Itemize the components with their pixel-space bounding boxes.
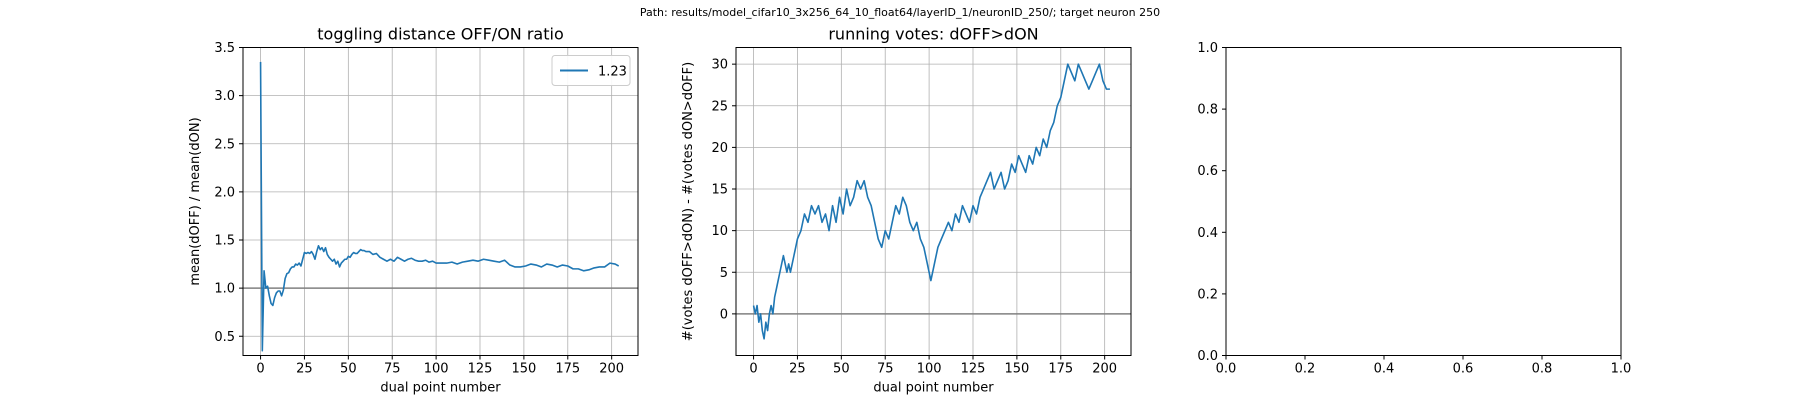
subplot-1: 0 25 50 75 100 125 150 175 200 0.5 1.0 1.5 2.0 2.5 3.0… (188, 25, 639, 396)
x-tick-label: 150 (511, 362, 536, 377)
x-tick-label: 100 (917, 362, 942, 377)
x-tick-label: 1.0 (1611, 362, 1632, 377)
subplot-3: 0.0 0.2 0.4 0.6 0.8 1.0 0.0 0.2 0.4 0.6 0.8 1.0 (1197, 41, 1631, 377)
y-tick-label: 1.0 (1197, 41, 1218, 56)
y-axis-label: #(votes dOFF>dON) - #(votes dON>dOFF) (681, 62, 696, 341)
x-tick-label: 200 (1092, 362, 1117, 377)
y-tick-label: 15 (711, 183, 728, 198)
series-line-1 (752, 63, 1110, 340)
legend-label: 1.23 (598, 65, 627, 80)
subplot-2: 0 25 50 75 100 125 150 175 200 0 5 10 15 20 25 30 runnin… (681, 25, 1132, 396)
y-tick-label: 20 (711, 141, 728, 156)
x-tick-label: 50 (340, 362, 357, 377)
x-tick-label: 125 (961, 362, 986, 377)
axes-frame (735, 47, 1132, 356)
x-tick-label: 0.8 (1532, 362, 1553, 377)
x-tick-label: 0.2 (1295, 362, 1316, 377)
y-tick-label: 0.2 (1197, 287, 1218, 302)
figure-suptitle: Path: results/model_cifar10_3x256_64_10_… (640, 6, 1160, 19)
y-tick-label: 3.0 (214, 89, 235, 104)
legend: 1.23 (551, 55, 631, 86)
axes-frame (242, 47, 639, 356)
x-tick-label: 75 (384, 362, 401, 377)
x-tick-label: 50 (833, 362, 850, 377)
y-tick-label: 5 (720, 266, 728, 281)
x-axis-label: dual point number (380, 381, 501, 396)
y-tick-label: 10 (711, 224, 728, 239)
y-tick-label: 0.8 (1197, 103, 1218, 118)
x-tick-label: 150 (1004, 362, 1029, 377)
subplots: 0 25 50 75 100 125 150 175 2000.51.01.52.02.53.0… (188, 25, 1631, 396)
x-tick-label: 0 (256, 362, 264, 377)
y-tick-label: 0.4 (1197, 226, 1218, 241)
y-tick-label: 2.5 (214, 137, 235, 152)
y-tick-label: 0 (720, 307, 728, 322)
y-tick-label: 0.5 (214, 330, 235, 345)
legend-box (551, 55, 631, 86)
y-tick-label: 0.6 (1197, 164, 1218, 179)
y-tick-label: 0.0 (1197, 349, 1218, 364)
x-tick-label: 0 (749, 362, 757, 377)
x-tick-label: 0.6 (1453, 362, 1474, 377)
x-tick-label: 200 (599, 362, 624, 377)
x-tick-label: 25 (789, 362, 806, 377)
x-tick-label: 100 (424, 362, 449, 377)
axes-frame (1225, 47, 1622, 356)
y-tick-label: 1.5 (214, 234, 235, 249)
y-axis-label: mean(dOFF) / mean(dON) (188, 117, 203, 285)
x-tick-label: 0.4 (1374, 362, 1395, 377)
x-axis-label: dual point number (873, 381, 994, 396)
x-tick-label: 125 (468, 362, 493, 377)
y-tick-label: 30 (711, 58, 728, 73)
x-tick-label: 75 (877, 362, 894, 377)
x-tick-label: 175 (555, 362, 580, 377)
x-tick-label: 175 (1048, 362, 1073, 377)
series-line-1 (259, 61, 620, 352)
x-tick-label: 25 (296, 362, 313, 377)
x-tick-label: 0.0 (1216, 362, 1237, 377)
chart-title: toggling distance OFF/ON ratio (317, 25, 563, 44)
y-tick-label: 2.0 (214, 185, 235, 200)
y-tick-label: 1.0 (214, 282, 235, 297)
chart-title: running votes: dOFF>dON (828, 25, 1038, 44)
y-tick-label: 3.5 (214, 41, 235, 56)
y-tick-label: 25 (711, 99, 728, 114)
